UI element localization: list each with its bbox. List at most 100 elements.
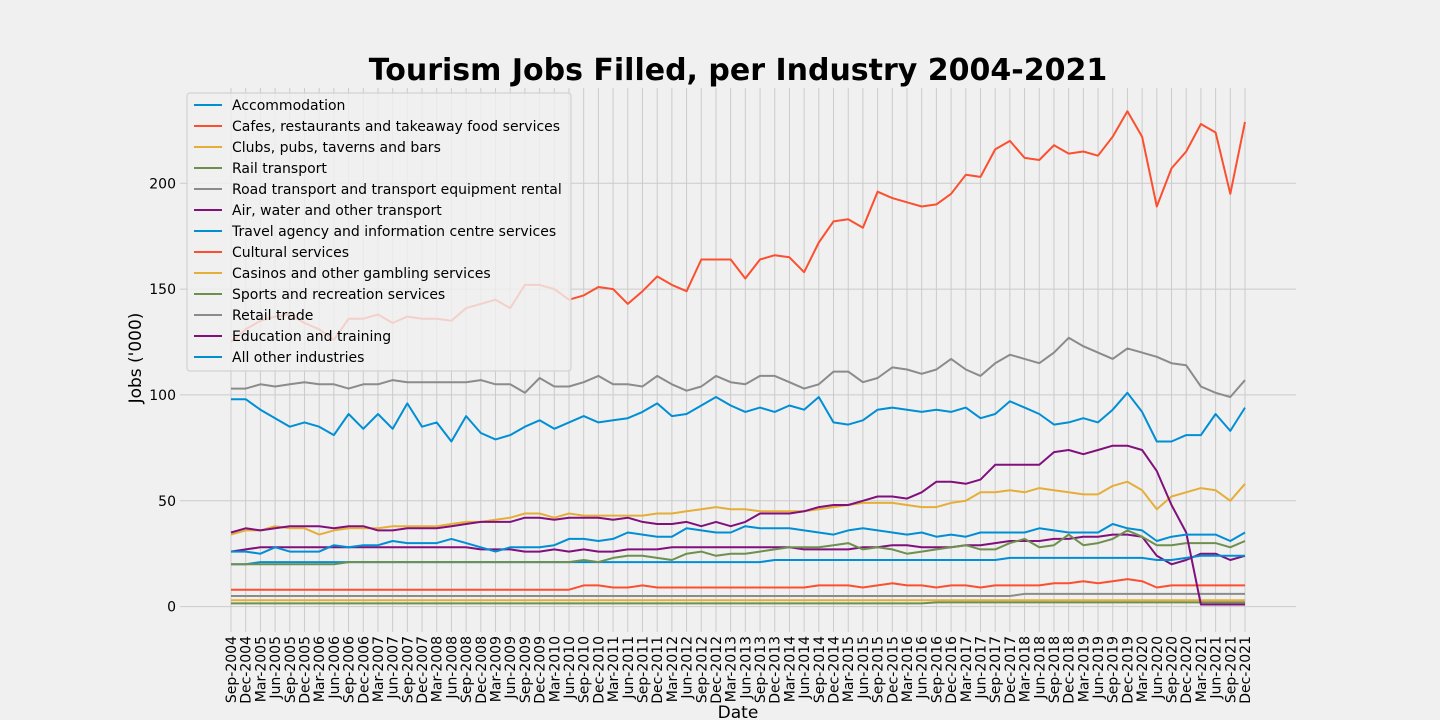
x-tick-label: Dec-2005 xyxy=(297,636,313,704)
legend-label-8: Casinos and other gambling services xyxy=(232,266,491,282)
x-tick-label: Mar-2011 xyxy=(606,636,622,702)
x-tick-label: Jun-2011 xyxy=(621,636,637,700)
x-tick-label: Dec-2020 xyxy=(1179,636,1195,704)
x-tick-label: Sep-2004 xyxy=(224,636,240,703)
x-tick-label: Dec-2015 xyxy=(885,636,901,704)
x-tick-label: Dec-2021 xyxy=(1238,636,1254,704)
x-tick-label: Sep-2005 xyxy=(283,636,299,703)
legend-label-9: Sports and recreation services xyxy=(232,287,445,303)
x-tick-label: Mar-2006 xyxy=(312,636,328,702)
legend-label-7: Cultural services xyxy=(232,245,349,261)
x-tick-label: Jun-2007 xyxy=(386,636,402,700)
x-tick-label: Dec-2013 xyxy=(768,636,784,704)
x-tick-label: Dec-2009 xyxy=(533,636,549,704)
x-tick-label: Mar-2014 xyxy=(782,636,798,702)
x-tick-label: Jun-2013 xyxy=(738,636,754,700)
legend: Accommodation Cafes, restaurants and take… xyxy=(186,92,572,372)
legend-label-6: Travel agency and information centre ser… xyxy=(231,224,556,240)
x-tick-label: Sep-2014 xyxy=(812,636,828,703)
x-tick-label: Jun-2010 xyxy=(562,636,578,700)
x-tick-label: Jun-2016 xyxy=(915,636,931,700)
legend-label-1: Cafes, restaurants and takeaway food ser… xyxy=(232,119,560,135)
y-axis-ticks: 0 50 100 150 200 xyxy=(149,176,176,615)
y-axis-label: Jobs ('000) xyxy=(126,313,146,405)
x-tick-label: Mar-2020 xyxy=(1135,636,1151,702)
x-tick-label: Jun-2012 xyxy=(680,636,696,700)
x-axis-ticks: Sep-2004Dec-2004Mar-2005Jun-2005Sep-2005… xyxy=(224,636,1254,704)
x-tick-label: Jun-2019 xyxy=(1091,636,1107,700)
x-tick-label: Dec-2019 xyxy=(1120,636,1136,704)
x-tick-label: Mar-2008 xyxy=(430,636,446,702)
x-tick-label: Jun-2021 xyxy=(1209,636,1225,700)
x-tick-label: Mar-2010 xyxy=(547,636,563,702)
x-tick-label: Mar-2015 xyxy=(841,636,857,702)
x-tick-label: Sep-2011 xyxy=(635,636,651,703)
x-tick-label: Dec-2006 xyxy=(356,636,372,704)
x-tick-label: Mar-2018 xyxy=(1018,636,1034,702)
x-tick-label: Sep-2020 xyxy=(1165,636,1181,703)
legend-label-4: Road transport and transport equipment r… xyxy=(232,182,562,198)
x-tick-label: Jun-2014 xyxy=(797,636,813,700)
series-line-5 xyxy=(230,533,1246,566)
series-line-11 xyxy=(230,444,1245,606)
legend-label-3: Rail transport xyxy=(232,161,327,177)
x-tick-label: Dec-2008 xyxy=(474,636,490,704)
legend-label-11: Education and training xyxy=(232,329,391,345)
x-tick-label: Mar-2009 xyxy=(489,636,505,702)
x-tick-label: Jun-2008 xyxy=(444,636,460,700)
x-tick-label: Mar-2007 xyxy=(371,636,387,702)
x-tick-label: Sep-2008 xyxy=(459,636,475,703)
series-line-4 xyxy=(231,336,1246,398)
x-tick-label: Jun-2018 xyxy=(1032,636,1048,700)
x-tick-label: Sep-2009 xyxy=(518,636,534,703)
series-line-10 xyxy=(231,592,1245,597)
series-line-7 xyxy=(231,578,1245,591)
series-line-0 xyxy=(231,391,1246,443)
series-line-8 xyxy=(230,480,1246,536)
series-line-3 xyxy=(231,601,1245,605)
x-tick-label: Sep-2019 xyxy=(1106,636,1122,703)
x-tick-label: Dec-2014 xyxy=(827,636,843,704)
x-tick-label: Mar-2021 xyxy=(1194,636,1210,702)
x-tick-label: Sep-2018 xyxy=(1047,636,1063,703)
x-tick-label: Sep-2006 xyxy=(342,636,358,703)
x-tick-label: Dec-2010 xyxy=(591,636,607,704)
x-tick-label: Dec-2011 xyxy=(650,636,666,704)
legend-label-5: Air, water and other transport xyxy=(232,203,442,219)
x-tick-label: Sep-2017 xyxy=(988,636,1004,703)
x-tick-label: Dec-2012 xyxy=(709,636,725,704)
x-tick-label: Jun-2005 xyxy=(268,636,284,700)
x-tick-label: Mar-2019 xyxy=(1076,636,1092,702)
chart-title: Tourism Jobs Filled, per Industry 2004-2… xyxy=(369,53,1108,88)
x-tick-label: Mar-2017 xyxy=(959,636,975,702)
legend-box xyxy=(186,92,572,372)
series-line-12 xyxy=(231,523,1246,555)
y-tick-label: 50 xyxy=(158,494,176,510)
x-tick-label: Mar-2012 xyxy=(665,636,681,702)
y-tick-label: 150 xyxy=(149,282,176,298)
x-tick-label: Sep-2013 xyxy=(753,636,769,703)
x-tick-label: Jun-2006 xyxy=(327,636,343,700)
x-tick-label: Dec-2004 xyxy=(239,636,255,704)
x-tick-label: Mar-2013 xyxy=(724,636,740,702)
x-tick-label: Jun-2015 xyxy=(856,636,872,700)
x-tick-label: Sep-2010 xyxy=(577,636,593,703)
y-tick-label: 0 xyxy=(167,600,176,616)
legend-label-12: All other industries xyxy=(232,350,364,366)
x-axis-label: Date xyxy=(718,703,759,720)
x-tick-label: Sep-2007 xyxy=(400,636,416,703)
x-tick-label: Jun-2009 xyxy=(503,636,519,700)
x-tick-label: Sep-2015 xyxy=(871,636,887,703)
legend-label-10: Retail trade xyxy=(232,308,313,324)
x-tick-label: Dec-2007 xyxy=(415,636,431,704)
series-line-9 xyxy=(231,529,1246,566)
x-tick-label: Mar-2016 xyxy=(900,636,916,702)
x-tick-label: Sep-2012 xyxy=(694,636,710,703)
x-tick-label: Dec-2016 xyxy=(944,636,960,704)
legend-label-2: Clubs, pubs, taverns and bars xyxy=(232,140,441,156)
y-tick-label: 200 xyxy=(149,176,176,192)
x-tick-label: Sep-2021 xyxy=(1223,636,1239,703)
x-tick-label: Jun-2020 xyxy=(1150,636,1166,700)
legend-label-0: Accommodation xyxy=(232,98,345,114)
